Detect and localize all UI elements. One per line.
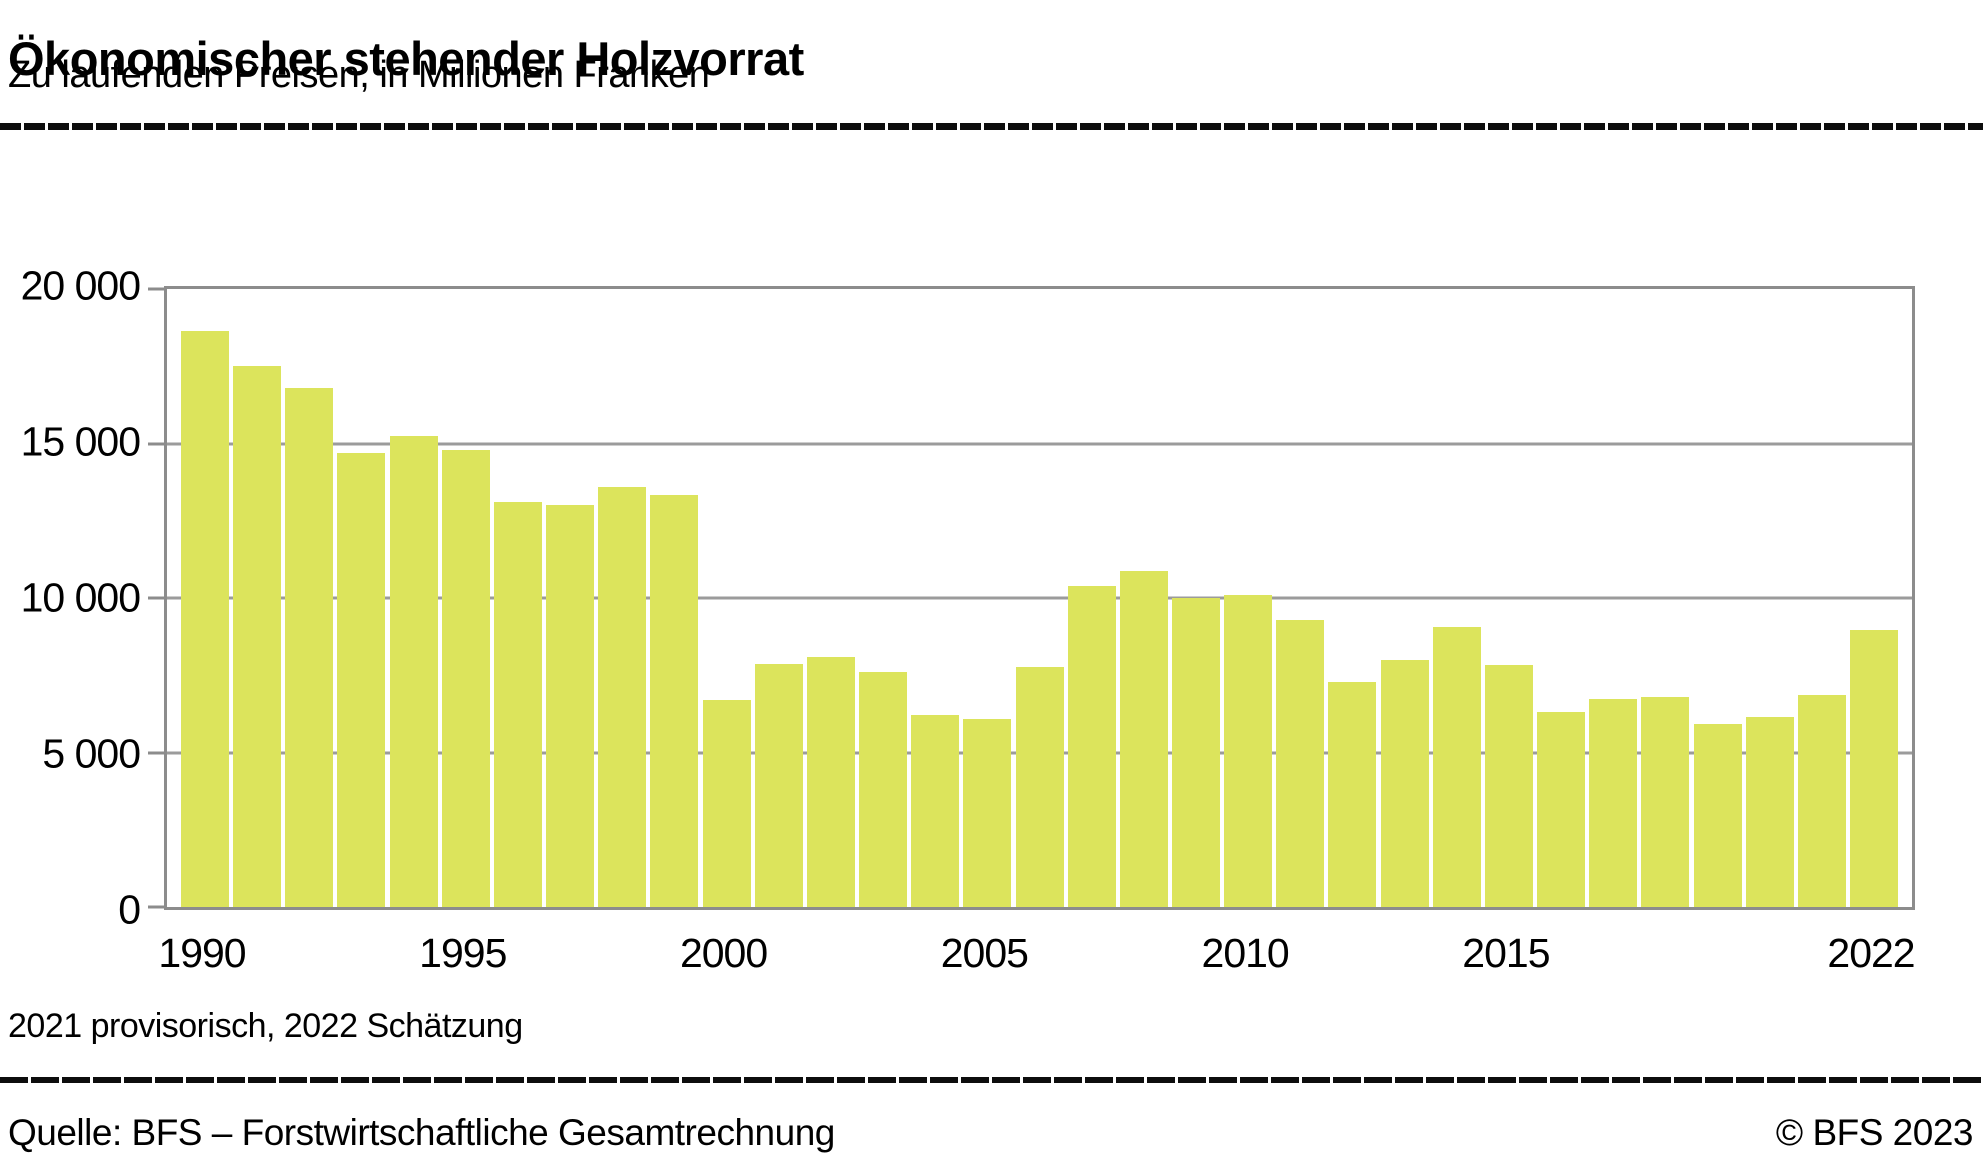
bar-2017 — [1589, 698, 1638, 907]
bar-1994 — [389, 435, 438, 907]
bar-2011 — [1276, 620, 1325, 907]
bars — [167, 289, 1912, 907]
bar-2015 — [1484, 664, 1533, 907]
bar-2013 — [1380, 660, 1429, 907]
bar-1998 — [598, 486, 647, 907]
footnote: 2021 provisorisch, 2022 Schätzung — [8, 1007, 523, 1045]
y-axis-tick — [148, 287, 164, 291]
bar-2014 — [1432, 626, 1481, 907]
bar-2006 — [1015, 666, 1064, 907]
source-text: Quelle: BFS – Forstwirtschaftliche Gesam… — [8, 1112, 835, 1153]
bar-2003 — [859, 672, 908, 907]
y-axis-labels: 20 000 15 000 10 000 5 000 0 — [0, 263, 141, 933]
bar-2000 — [702, 699, 751, 907]
y-axis-tick — [148, 596, 164, 600]
bar-2010 — [1224, 594, 1273, 907]
x-axis-labels: 1990 1995 2000 2005 2010 2015 2022 — [158, 930, 1915, 990]
bar-2008 — [1119, 571, 1168, 907]
bar-2021 — [1797, 695, 1846, 907]
bar-2004 — [911, 715, 960, 907]
bar-1996 — [493, 502, 542, 907]
x-axis-label: 2005 — [940, 930, 1029, 976]
gridline — [167, 442, 1912, 445]
bar-1997 — [546, 505, 595, 907]
bar-1999 — [650, 494, 699, 907]
y-axis-tick — [148, 751, 164, 754]
header-divider-line — [0, 123, 1983, 130]
x-axis-label: 1990 — [158, 930, 246, 976]
bar-2001 — [754, 664, 803, 907]
y-axis-label: 10 000 — [20, 574, 141, 621]
y-axis-tick — [148, 442, 164, 445]
y-axis-label: 5 000 — [42, 730, 141, 777]
y-axis-label: 15 000 — [20, 418, 141, 465]
x-axis-label: 1995 — [419, 930, 507, 976]
gridline — [167, 596, 1912, 600]
bar-1993 — [337, 452, 386, 907]
bar-2002 — [806, 657, 855, 907]
bar-2009 — [1171, 598, 1220, 907]
bar-2020 — [1745, 717, 1794, 907]
bar-2016 — [1537, 712, 1586, 907]
x-axis-label: 2000 — [679, 930, 768, 976]
footer-divider-line — [0, 1077, 1983, 1083]
bar-2005 — [963, 718, 1012, 907]
x-axis-label: 2010 — [1201, 930, 1290, 976]
y-axis-label: 20 000 — [20, 262, 141, 309]
y-axis-label: 0 — [118, 886, 141, 933]
page-title: Ökonomischer stehender Holzvorrat — [8, 32, 804, 86]
bar-2018 — [1641, 696, 1690, 907]
bar-2022 — [1850, 629, 1898, 907]
bar-chart-plot-area — [148, 286, 1915, 910]
bar-2019 — [1693, 724, 1742, 907]
copyright-text: © BFS 2023 — [1775, 1112, 1974, 1153]
bar-2012 — [1328, 682, 1377, 907]
bar-1990 — [181, 330, 229, 907]
bar-1991 — [233, 366, 282, 907]
bar-1995 — [441, 449, 490, 907]
bar-2007 — [1067, 586, 1116, 907]
y-axis-tick — [148, 905, 164, 909]
bar-1992 — [285, 387, 334, 907]
x-axis-label: 2022 — [1827, 930, 1915, 976]
page-subtitle: Zu laufenden Preisen, in Millionen Frank… — [8, 54, 710, 96]
x-axis-label: 2015 — [1462, 930, 1550, 976]
